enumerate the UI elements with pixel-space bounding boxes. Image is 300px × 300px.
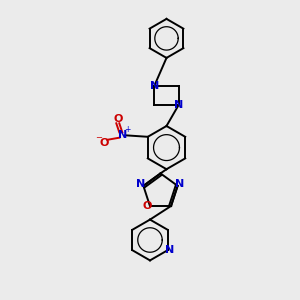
Text: N: N bbox=[176, 179, 184, 189]
Text: O: O bbox=[113, 114, 122, 124]
Text: −: − bbox=[95, 133, 102, 142]
Text: N: N bbox=[150, 81, 159, 91]
Text: N: N bbox=[164, 245, 174, 255]
Text: O: O bbox=[100, 138, 109, 148]
Text: +: + bbox=[124, 125, 131, 134]
Text: N: N bbox=[136, 179, 146, 189]
Text: O: O bbox=[143, 201, 152, 211]
Text: N: N bbox=[174, 100, 183, 110]
Text: N: N bbox=[118, 130, 127, 140]
